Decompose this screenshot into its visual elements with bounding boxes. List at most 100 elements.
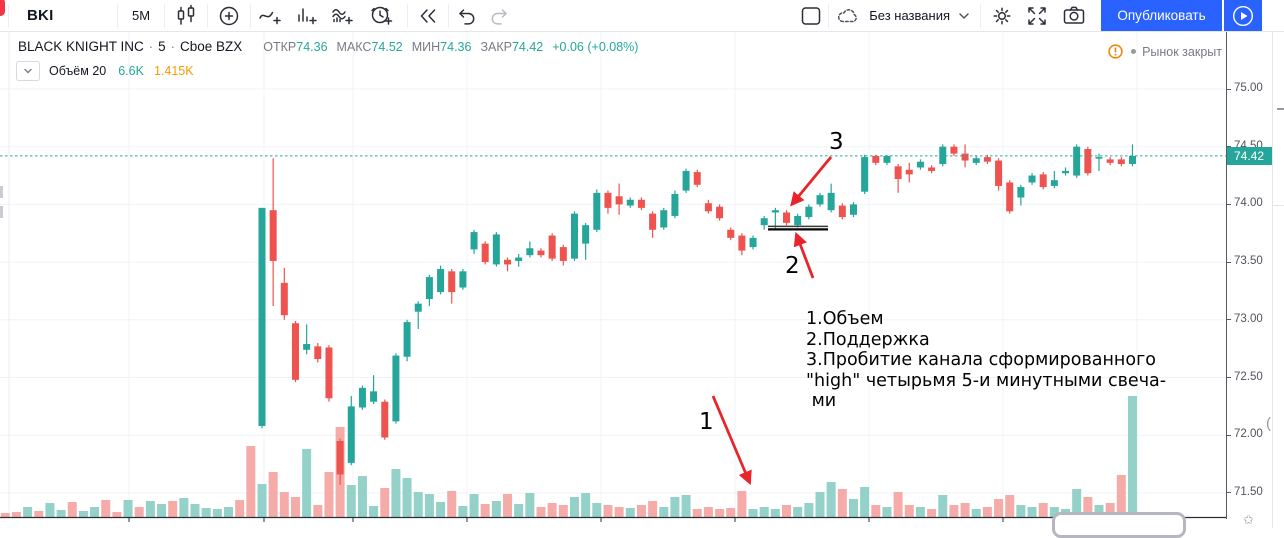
volume-bar xyxy=(592,503,602,517)
symbol-interval: 5 xyxy=(158,39,166,54)
symbol-search-button[interactable]: BKI xyxy=(27,7,54,24)
snapshot-camera-icon[interactable] xyxy=(1055,1,1093,31)
indicator-name[interactable]: Объём 20 xyxy=(49,64,107,78)
top-toolbar: BKI 5M xyxy=(0,0,1284,32)
candle-body xyxy=(291,323,299,380)
axis-tick xyxy=(1227,492,1231,494)
status-dot xyxy=(1131,49,1137,54)
volume-bar xyxy=(614,507,624,517)
candle-body xyxy=(604,192,612,208)
candle-body xyxy=(358,387,366,408)
axis-price-label: 71.50 xyxy=(1234,485,1263,498)
volume-bar xyxy=(715,509,725,517)
candlestick-style-icon[interactable] xyxy=(165,1,207,31)
symbol-header[interactable]: BLACK KNIGHT INC · 5 · Cboe BZX ОТКР 74.3… xyxy=(18,39,638,57)
annotation-label-2[interactable]: 2 xyxy=(785,253,800,279)
volume-bar xyxy=(581,493,591,517)
bottom-toolbar-box[interactable] xyxy=(1052,512,1186,538)
volume-ma-value: 1.415K xyxy=(153,64,194,78)
candle-body xyxy=(794,215,802,226)
candle-body xyxy=(548,235,556,259)
candle-body xyxy=(1028,175,1036,183)
candle-body xyxy=(314,346,322,360)
volume-bar xyxy=(1016,505,1026,517)
candle-body xyxy=(403,322,411,357)
volume-bar xyxy=(380,488,390,517)
indicator-curve-add-icon[interactable] xyxy=(251,1,289,31)
volume-bar xyxy=(949,505,959,517)
axis-star-icon: ✩ xyxy=(1243,512,1254,527)
axis-tick xyxy=(1227,146,1231,148)
symbol-title: BLACK KNIGHT INC xyxy=(18,39,144,54)
indicator-bars-add-icon[interactable] xyxy=(289,1,325,31)
volume-bar xyxy=(402,478,412,517)
candle-body xyxy=(459,271,467,288)
undo-icon[interactable] xyxy=(449,1,483,31)
volume-bar xyxy=(246,446,256,517)
interval-button[interactable]: 5M xyxy=(132,8,151,23)
volume-bar xyxy=(424,494,434,517)
volume-bar xyxy=(558,505,568,517)
volume-bar xyxy=(603,505,613,517)
legend-collapse-button[interactable] xyxy=(16,61,40,81)
axis-price-label: 72.50 xyxy=(1234,370,1263,383)
annotation-note-text[interactable]: 1.Объем 2.Поддержка 3.Пробитие канала сф… xyxy=(806,309,1167,411)
candle-body xyxy=(381,401,389,438)
layout-select-icon[interactable] xyxy=(794,1,828,31)
volume-bar xyxy=(670,497,680,517)
annotation-label-1[interactable]: 1 xyxy=(699,409,714,435)
compare-add-icon[interactable] xyxy=(208,1,250,31)
panel-divider xyxy=(1273,205,1284,206)
volume-bar xyxy=(904,505,914,517)
toolbar-separator xyxy=(117,3,118,28)
volume-bar xyxy=(1038,503,1048,517)
volume-bar xyxy=(257,484,267,517)
layout-name[interactable]: Без названия xyxy=(869,8,950,23)
alert-add-icon[interactable] xyxy=(361,1,401,31)
current-price-badge: 74.42 xyxy=(1227,146,1272,165)
candle-body xyxy=(883,155,891,163)
volume-bar xyxy=(67,502,77,517)
volume-bar xyxy=(112,512,122,517)
annotation-arrow-2[interactable] xyxy=(793,231,815,279)
play-idea-button[interactable] xyxy=(1224,0,1262,31)
volume-bar xyxy=(480,504,490,517)
volume-bar xyxy=(34,511,44,517)
volume-bar xyxy=(625,508,635,517)
volume-bar xyxy=(290,497,300,517)
candle-body xyxy=(693,172,701,185)
chevron-down-icon[interactable] xyxy=(952,1,976,31)
volume-bar xyxy=(737,491,747,517)
candle-body xyxy=(325,347,333,399)
symbol-exchange: Cboe BZX xyxy=(179,39,243,54)
candle-body xyxy=(916,161,924,168)
publish-button[interactable]: Опубликовать xyxy=(1101,0,1222,31)
market-status[interactable]: Рынок закрыт xyxy=(1108,44,1222,59)
axis-price-label: 74.00 xyxy=(1234,197,1263,210)
volume-bar xyxy=(1027,507,1037,517)
annotation-label-3[interactable]: 3 xyxy=(829,129,844,155)
volume-bar xyxy=(458,506,468,517)
volume-bar xyxy=(782,505,792,517)
separator-dot: · xyxy=(170,39,175,54)
indicator-waves-add-icon[interactable] xyxy=(325,1,361,31)
volume-bar xyxy=(212,509,222,517)
fullscreen-icon[interactable] xyxy=(1019,1,1055,31)
candle-body xyxy=(1117,159,1125,165)
candle-body xyxy=(905,169,913,175)
price-axis[interactable]: ✩ 75.00 74.50 74.00 73.50 73.00 72.50 72.00 71.… xyxy=(1226,31,1273,527)
volume-bar xyxy=(491,501,501,517)
warning-circle-icon xyxy=(1108,44,1123,59)
ohlc-value: 74.36 xyxy=(440,40,472,54)
cloud-save-icon[interactable] xyxy=(833,1,863,31)
annotation-arrow-3[interactable] xyxy=(790,156,833,207)
annotation-arrow-1[interactable] xyxy=(711,395,752,486)
volume-bar xyxy=(201,508,211,517)
bar-replay-icon[interactable] xyxy=(408,1,448,31)
volume-bar xyxy=(369,506,379,517)
candle-body xyxy=(537,250,545,256)
ohlc-value: 74.36 xyxy=(296,40,328,54)
redo-icon[interactable] xyxy=(483,1,517,31)
settings-gear-icon[interactable] xyxy=(985,1,1019,31)
